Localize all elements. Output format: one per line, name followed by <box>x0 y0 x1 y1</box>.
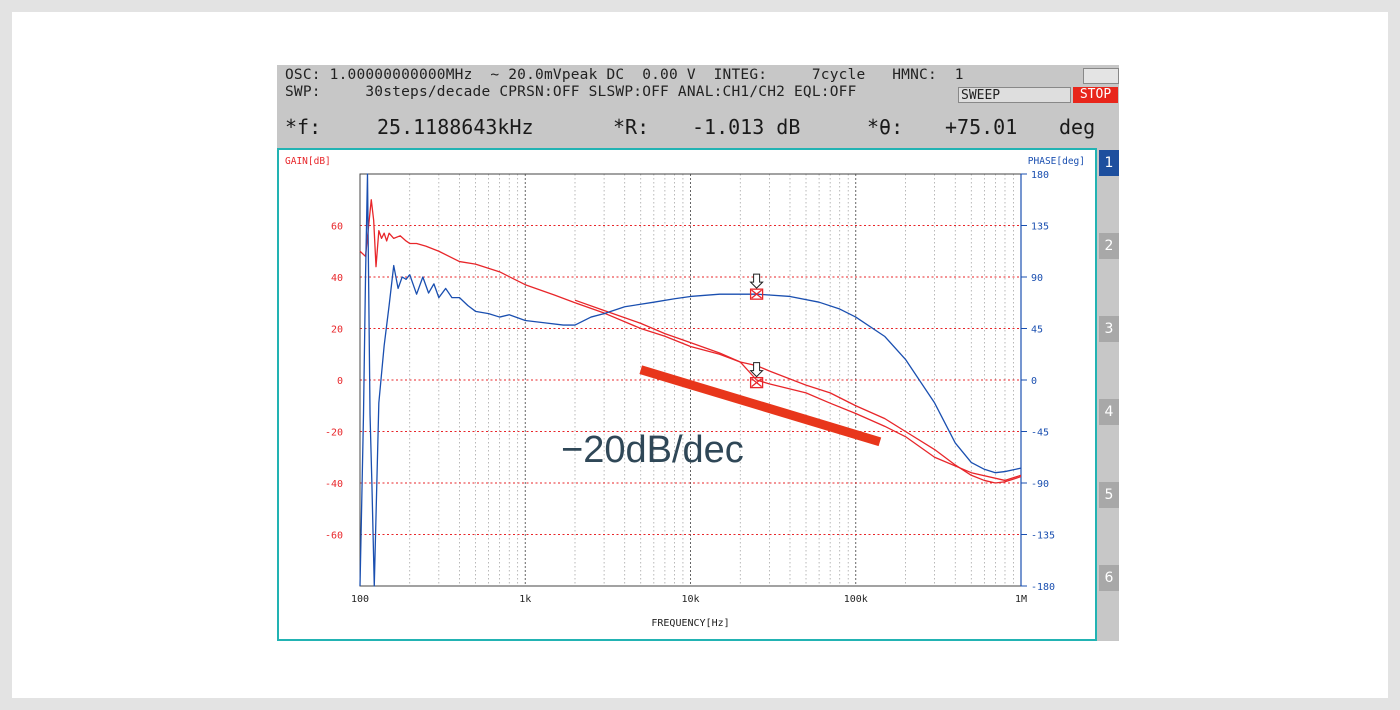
trace-tab-2[interactable]: 2 <box>1099 233 1119 259</box>
gain-tick-label: -60 <box>325 531 343 542</box>
marker-box <box>749 376 764 389</box>
gain-value: -1.013 dB <box>692 115 801 139</box>
phase-tick-label: -180 <box>1031 582 1055 593</box>
phase-tick-label: 180 <box>1031 170 1049 181</box>
phase-tick-label: 45 <box>1031 325 1043 336</box>
oscillator-status: OSC: 1.00000000000MHz ~ 20.0mVpeak DC 0.… <box>285 67 964 83</box>
analyzer-screen: OSC: 1.00000000000MHz ~ 20.0mVpeak DC 0.… <box>277 65 1119 641</box>
marker-cross <box>751 378 763 388</box>
series <box>359 173 1022 587</box>
gain-tick-label: -20 <box>325 428 343 439</box>
trace-tab-5[interactable]: 5 <box>1099 482 1119 508</box>
series-line-3 <box>359 173 1022 587</box>
hmnc-indicator <box>1083 68 1119 84</box>
axes: 60 40 20 0 -20 -40 -60 180 135 90 45 0 -45 -90 -135 -18… <box>285 156 1085 629</box>
trace-tab-1[interactable]: 1 <box>1099 150 1119 176</box>
marker-arrow <box>749 362 764 378</box>
marker-cross <box>751 289 763 299</box>
sweep-status: SWP: 30steps/decade CPRSN:OFF SLSWP:OFF … <box>285 84 857 100</box>
x-tick-label: 10k <box>681 594 699 605</box>
cursor-marker-1 <box>749 362 764 389</box>
slope-annotation: −20dB/dec <box>561 429 744 471</box>
frequency-value: 25.1188643kHz <box>377 115 534 139</box>
phase-tick-label: -135 <box>1031 531 1055 542</box>
x-tick-label: 100 <box>351 594 369 605</box>
slope-line <box>639 365 882 447</box>
trace-tab-6[interactable]: 6 <box>1099 565 1119 591</box>
phase-tick-label: 135 <box>1031 222 1049 233</box>
phase-unit: deg <box>1059 115 1096 139</box>
trace-tab-3[interactable]: 3 <box>1099 316 1119 342</box>
bode-plot: 60 40 20 0 -20 -40 -60 180 135 90 45 0 -45 -90 -135 -18… <box>285 156 1085 629</box>
annotations: −20dB/dec <box>561 365 882 471</box>
trace-tab-4[interactable]: 4 <box>1099 399 1119 425</box>
phase-tick-label: -90 <box>1031 479 1049 490</box>
stop-button[interactable]: STOP <box>1073 87 1118 103</box>
gain-label: *R: <box>613 115 650 139</box>
marker-box <box>749 288 764 300</box>
series-line-1 <box>359 199 1022 484</box>
series-line-2 <box>574 299 1022 482</box>
gain-tick-label: -40 <box>325 479 343 490</box>
marker-arrow <box>749 273 764 289</box>
cursor-marker-2 <box>749 273 764 300</box>
x-axis-label: FREQUENCY[Hz] <box>651 618 729 629</box>
phase-axis-label: PHASE[deg] <box>1028 156 1085 167</box>
gain-tick-label: 60 <box>331 222 343 233</box>
phase-tick-label: -45 <box>1031 428 1049 439</box>
markers <box>749 273 764 389</box>
gain-tick-label: 0 <box>337 376 343 387</box>
gain-axis-label: GAIN[dB] <box>285 156 331 167</box>
x-tick-label: 1M <box>1015 594 1027 605</box>
frequency-label: *f: <box>285 115 322 139</box>
gain-tick-label: 40 <box>331 273 343 284</box>
x-tick-label: 100k <box>844 594 868 605</box>
phase-tick-label: 0 <box>1031 376 1037 387</box>
x-tick-label: 1k <box>519 594 531 605</box>
phase-tick-label: 90 <box>1031 273 1043 284</box>
phase-value: +75.01 <box>945 115 1018 139</box>
phase-label: *θ: <box>867 115 904 139</box>
sweep-button[interactable]: SWEEP <box>958 87 1071 103</box>
bode-plot-frame: 60 40 20 0 -20 -40 -60 180 135 90 45 0 -45 -90 -135 -18… <box>277 148 1097 641</box>
trace-tabs: 1 2 3 4 5 6 <box>1099 148 1119 641</box>
gain-tick-label: 20 <box>331 325 343 336</box>
